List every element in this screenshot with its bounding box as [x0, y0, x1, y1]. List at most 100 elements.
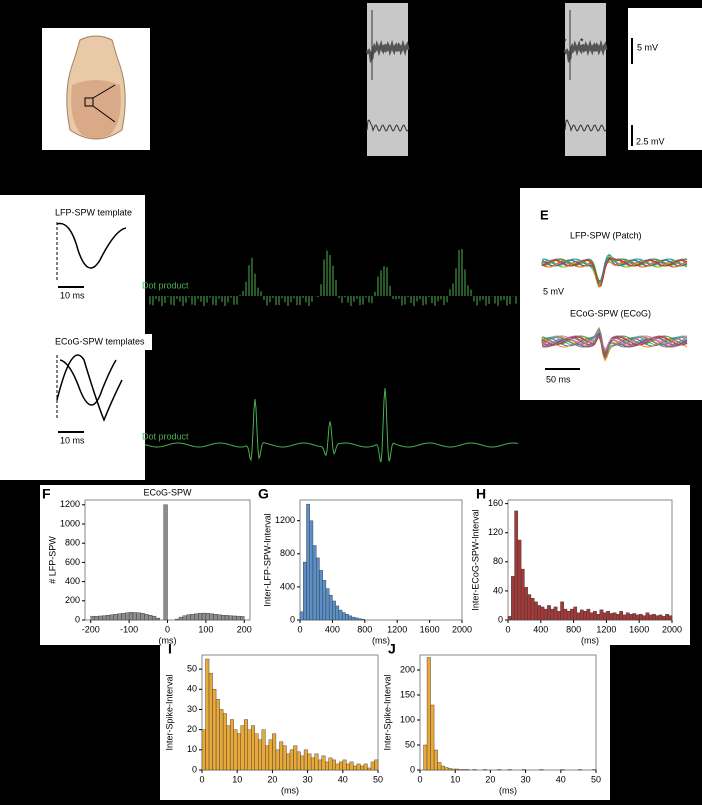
bar: [560, 601, 564, 621]
marker: *: [412, 36, 416, 46]
y-tick-label: 0: [75, 614, 80, 624]
bar: [560, 769, 565, 771]
x-axis-label: (ms): [159, 635, 177, 645]
bar: [117, 613, 122, 621]
bar: [511, 576, 515, 621]
site: [84, 97, 94, 107]
bar: [342, 759, 347, 771]
scale-label: 10 ms: [60, 435, 85, 445]
bar: [151, 615, 157, 621]
bar: [144, 614, 149, 621]
bar: [335, 605, 340, 621]
y-tick-label: 1200: [60, 499, 80, 509]
bar: [553, 606, 558, 621]
bar: [197, 613, 203, 621]
bar: [240, 725, 245, 771]
marker: *: [615, 36, 619, 46]
marker: *: [302, 102, 306, 112]
bar: [363, 763, 368, 771]
overlaid-traces: [541, 253, 688, 362]
x-tick-label: 2000: [452, 624, 472, 634]
bar: [354, 617, 359, 621]
marker: *: [248, 187, 252, 197]
bar: [128, 612, 134, 621]
bar: [550, 608, 555, 621]
y-tick-label: 160: [488, 498, 503, 508]
bar: [437, 762, 442, 771]
bar: [132, 612, 138, 621]
highlight: [367, 3, 408, 156]
marker: *: [237, 102, 241, 112]
bar: [90, 615, 95, 621]
marker: *: [252, 344, 256, 354]
bar: [113, 614, 118, 621]
bar: [213, 614, 218, 621]
marker: *: [458, 187, 462, 197]
bar: [563, 608, 568, 621]
bar: [589, 612, 594, 621]
y-tick-label: 1200: [275, 515, 295, 525]
x-tick-label: 30: [303, 774, 313, 784]
bar: [328, 594, 333, 621]
bar: [217, 614, 222, 621]
bar: [325, 761, 329, 771]
scale-label: 5 mV: [637, 42, 658, 52]
bar: [444, 767, 449, 771]
histogram-panel: [160, 645, 610, 800]
marker: *: [326, 187, 330, 197]
bar: [140, 613, 145, 621]
bar: [219, 709, 224, 771]
bar: [314, 753, 319, 771]
bar: [296, 751, 301, 771]
y-tick-label: 600: [65, 557, 80, 567]
bar: [121, 613, 126, 621]
bar: [247, 729, 252, 771]
y-tick-label: 40: [493, 585, 503, 595]
bar: [306, 503, 310, 621]
bar: [254, 733, 259, 771]
y-tick-label: 400: [65, 576, 80, 586]
bar: [236, 733, 241, 771]
bar: [658, 614, 663, 621]
bar: [240, 616, 245, 621]
bar: [440, 765, 445, 771]
bar: [527, 594, 532, 621]
bar: [201, 612, 207, 621]
x-tick-label: 800: [357, 624, 372, 634]
bar: [642, 615, 646, 621]
bar: [312, 545, 317, 621]
x-tick-label: 10: [232, 774, 242, 784]
bar: [268, 739, 273, 771]
panel-e-title: ECoG-SPW (ECoG): [570, 308, 651, 318]
bar: [299, 611, 304, 621]
x-tick-label: 50: [591, 774, 601, 784]
bar: [345, 614, 349, 621]
scale-label: 2.5 mV: [636, 136, 665, 146]
bar: [194, 613, 199, 621]
bar: [286, 753, 291, 771]
bar: [348, 615, 353, 621]
bar: [338, 609, 343, 621]
trace: [541, 327, 688, 351]
marker: *: [380, 187, 384, 197]
marker: *: [205, 36, 209, 46]
y-tick-label: 120: [488, 527, 503, 537]
marker: *: [220, 102, 224, 112]
y-tick-label: 50: [405, 739, 415, 749]
bar: [599, 609, 604, 621]
bar: [668, 615, 673, 621]
marker: *: [580, 36, 584, 46]
bar: [625, 612, 630, 621]
bar: [229, 719, 234, 771]
bar: [155, 617, 161, 621]
plot-frame: [299, 499, 463, 621]
x-tick-label: 200: [237, 624, 252, 634]
bar: [557, 611, 561, 621]
bar: [539, 769, 544, 771]
bar: [458, 769, 463, 771]
scale-label: 5 mV: [543, 286, 564, 296]
bar: [507, 769, 512, 771]
x-tick-label: 0: [199, 774, 204, 784]
bar: [622, 614, 627, 621]
x-tick-label: 40: [338, 774, 348, 784]
